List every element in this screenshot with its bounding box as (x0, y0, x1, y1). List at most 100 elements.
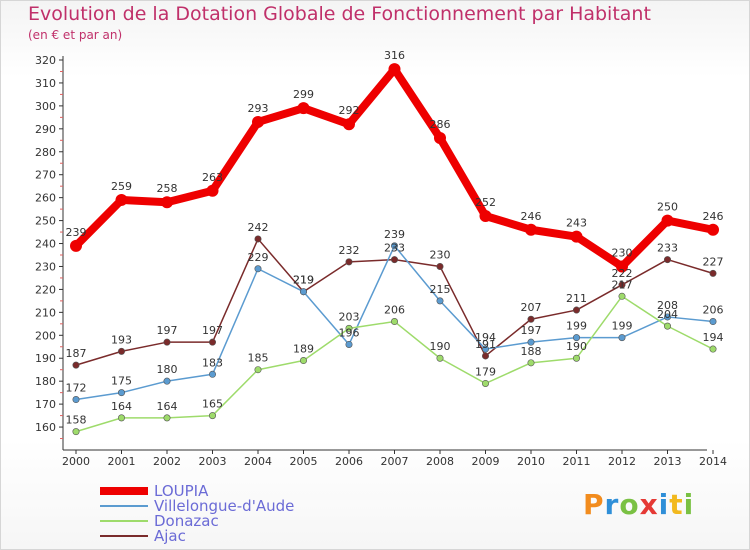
data-point (343, 118, 355, 131)
x-tick-label: 2014 (699, 455, 727, 468)
legend-label: Ajac (154, 527, 186, 545)
data-label: 239 (384, 228, 405, 241)
data-label: 233 (657, 242, 678, 255)
data-label: 252 (475, 196, 496, 209)
x-tick-label: 2003 (199, 455, 227, 468)
x-tick-label: 2007 (381, 455, 409, 468)
data-point (618, 292, 626, 300)
data-point (527, 315, 535, 323)
data-label: 232 (339, 244, 360, 257)
logo-letter: o (619, 488, 640, 521)
proxiti-logo: Proxiti (583, 488, 694, 521)
data-point (118, 414, 126, 422)
data-point (345, 340, 353, 348)
data-point (709, 269, 717, 277)
data-point (661, 214, 674, 227)
data-label: 180 (157, 363, 178, 376)
data-point (570, 230, 583, 243)
data-label: 219 (293, 274, 314, 287)
x-tick-label: 2000 (62, 455, 90, 468)
data-point (527, 359, 535, 367)
data-point (115, 193, 128, 206)
data-label: 246 (521, 210, 542, 223)
data-label: 230 (430, 248, 451, 261)
data-label: 227 (703, 255, 724, 268)
data-point (72, 428, 80, 436)
y-tick-label: 220 (35, 283, 56, 296)
data-label: 175 (111, 375, 132, 388)
data-label: 189 (293, 343, 314, 356)
legend-swatch (100, 487, 148, 495)
y-tick-label: 240 (35, 238, 56, 251)
data-point (618, 281, 626, 289)
x-tick-label: 2008 (426, 455, 454, 468)
x-tick-label: 2004 (244, 455, 272, 468)
data-point (434, 132, 446, 144)
data-label: 208 (657, 299, 678, 312)
data-point (299, 288, 307, 296)
data-point (118, 347, 126, 355)
data-point (572, 306, 580, 314)
data-label: 179 (475, 365, 496, 378)
data-label: 217 (612, 278, 633, 291)
data-label: 219 (293, 274, 314, 287)
y-tick-label: 310 (35, 77, 56, 90)
data-point (254, 235, 262, 243)
y-tick-label: 230 (35, 260, 56, 273)
data-label: 293 (248, 102, 269, 115)
y-tick-label: 300 (35, 100, 56, 113)
data-label: 243 (566, 217, 587, 230)
data-label: 229 (248, 251, 269, 264)
data-label: 204 (657, 308, 678, 321)
logo-letter: P (583, 488, 605, 521)
data-label: 299 (293, 88, 314, 101)
data-point (572, 334, 580, 342)
data-point (72, 396, 80, 404)
legend-swatch (100, 535, 148, 537)
data-point (618, 334, 626, 342)
data-point (163, 414, 171, 422)
data-point (70, 239, 82, 252)
data-label: 199 (566, 320, 587, 333)
data-point (209, 338, 217, 346)
data-point (436, 262, 444, 270)
data-point (436, 297, 444, 305)
logo-letter: t (669, 488, 684, 521)
legend-swatch (100, 505, 148, 507)
data-point (388, 63, 401, 76)
data-label: 292 (339, 104, 360, 117)
x-tick-label: 2002 (153, 455, 181, 468)
data-label: 190 (566, 340, 587, 353)
data-point (72, 361, 80, 369)
data-point (345, 258, 353, 266)
data-label: 199 (612, 320, 633, 333)
data-label: 194 (475, 331, 496, 344)
y-tick-label: 180 (35, 375, 56, 388)
legend-label: LOUPIA (154, 482, 209, 500)
line-chart: 160 170 180 190 200 210 220 230 240 250 260 270 280 2… (35, 49, 727, 468)
data-label: 196 (339, 326, 360, 339)
data-label: 164 (157, 400, 178, 413)
x-tick-label: 2005 (290, 455, 318, 468)
y-tick-label: 260 (35, 192, 56, 205)
data-point (390, 318, 398, 326)
data-point (254, 265, 262, 273)
data-point (663, 313, 671, 321)
data-label: 188 (521, 345, 542, 358)
y-tick-label: 320 (35, 54, 56, 67)
data-label: 197 (157, 324, 178, 337)
data-point (481, 352, 489, 360)
data-label: 259 (111, 180, 132, 193)
data-point (707, 223, 719, 236)
data-point (390, 256, 398, 264)
y-tick-label: 190 (35, 352, 56, 365)
y-tick-label: 170 (35, 398, 56, 411)
data-label: 215 (430, 283, 451, 296)
data-point (345, 324, 353, 332)
legend-label: Villelongue-d'Aude (154, 497, 295, 515)
data-point (118, 389, 126, 397)
data-label: 211 (566, 292, 587, 305)
data-label: 233 (384, 242, 405, 255)
x-tick-label: 2010 (517, 455, 545, 468)
legend-label: Donazac (154, 512, 219, 530)
